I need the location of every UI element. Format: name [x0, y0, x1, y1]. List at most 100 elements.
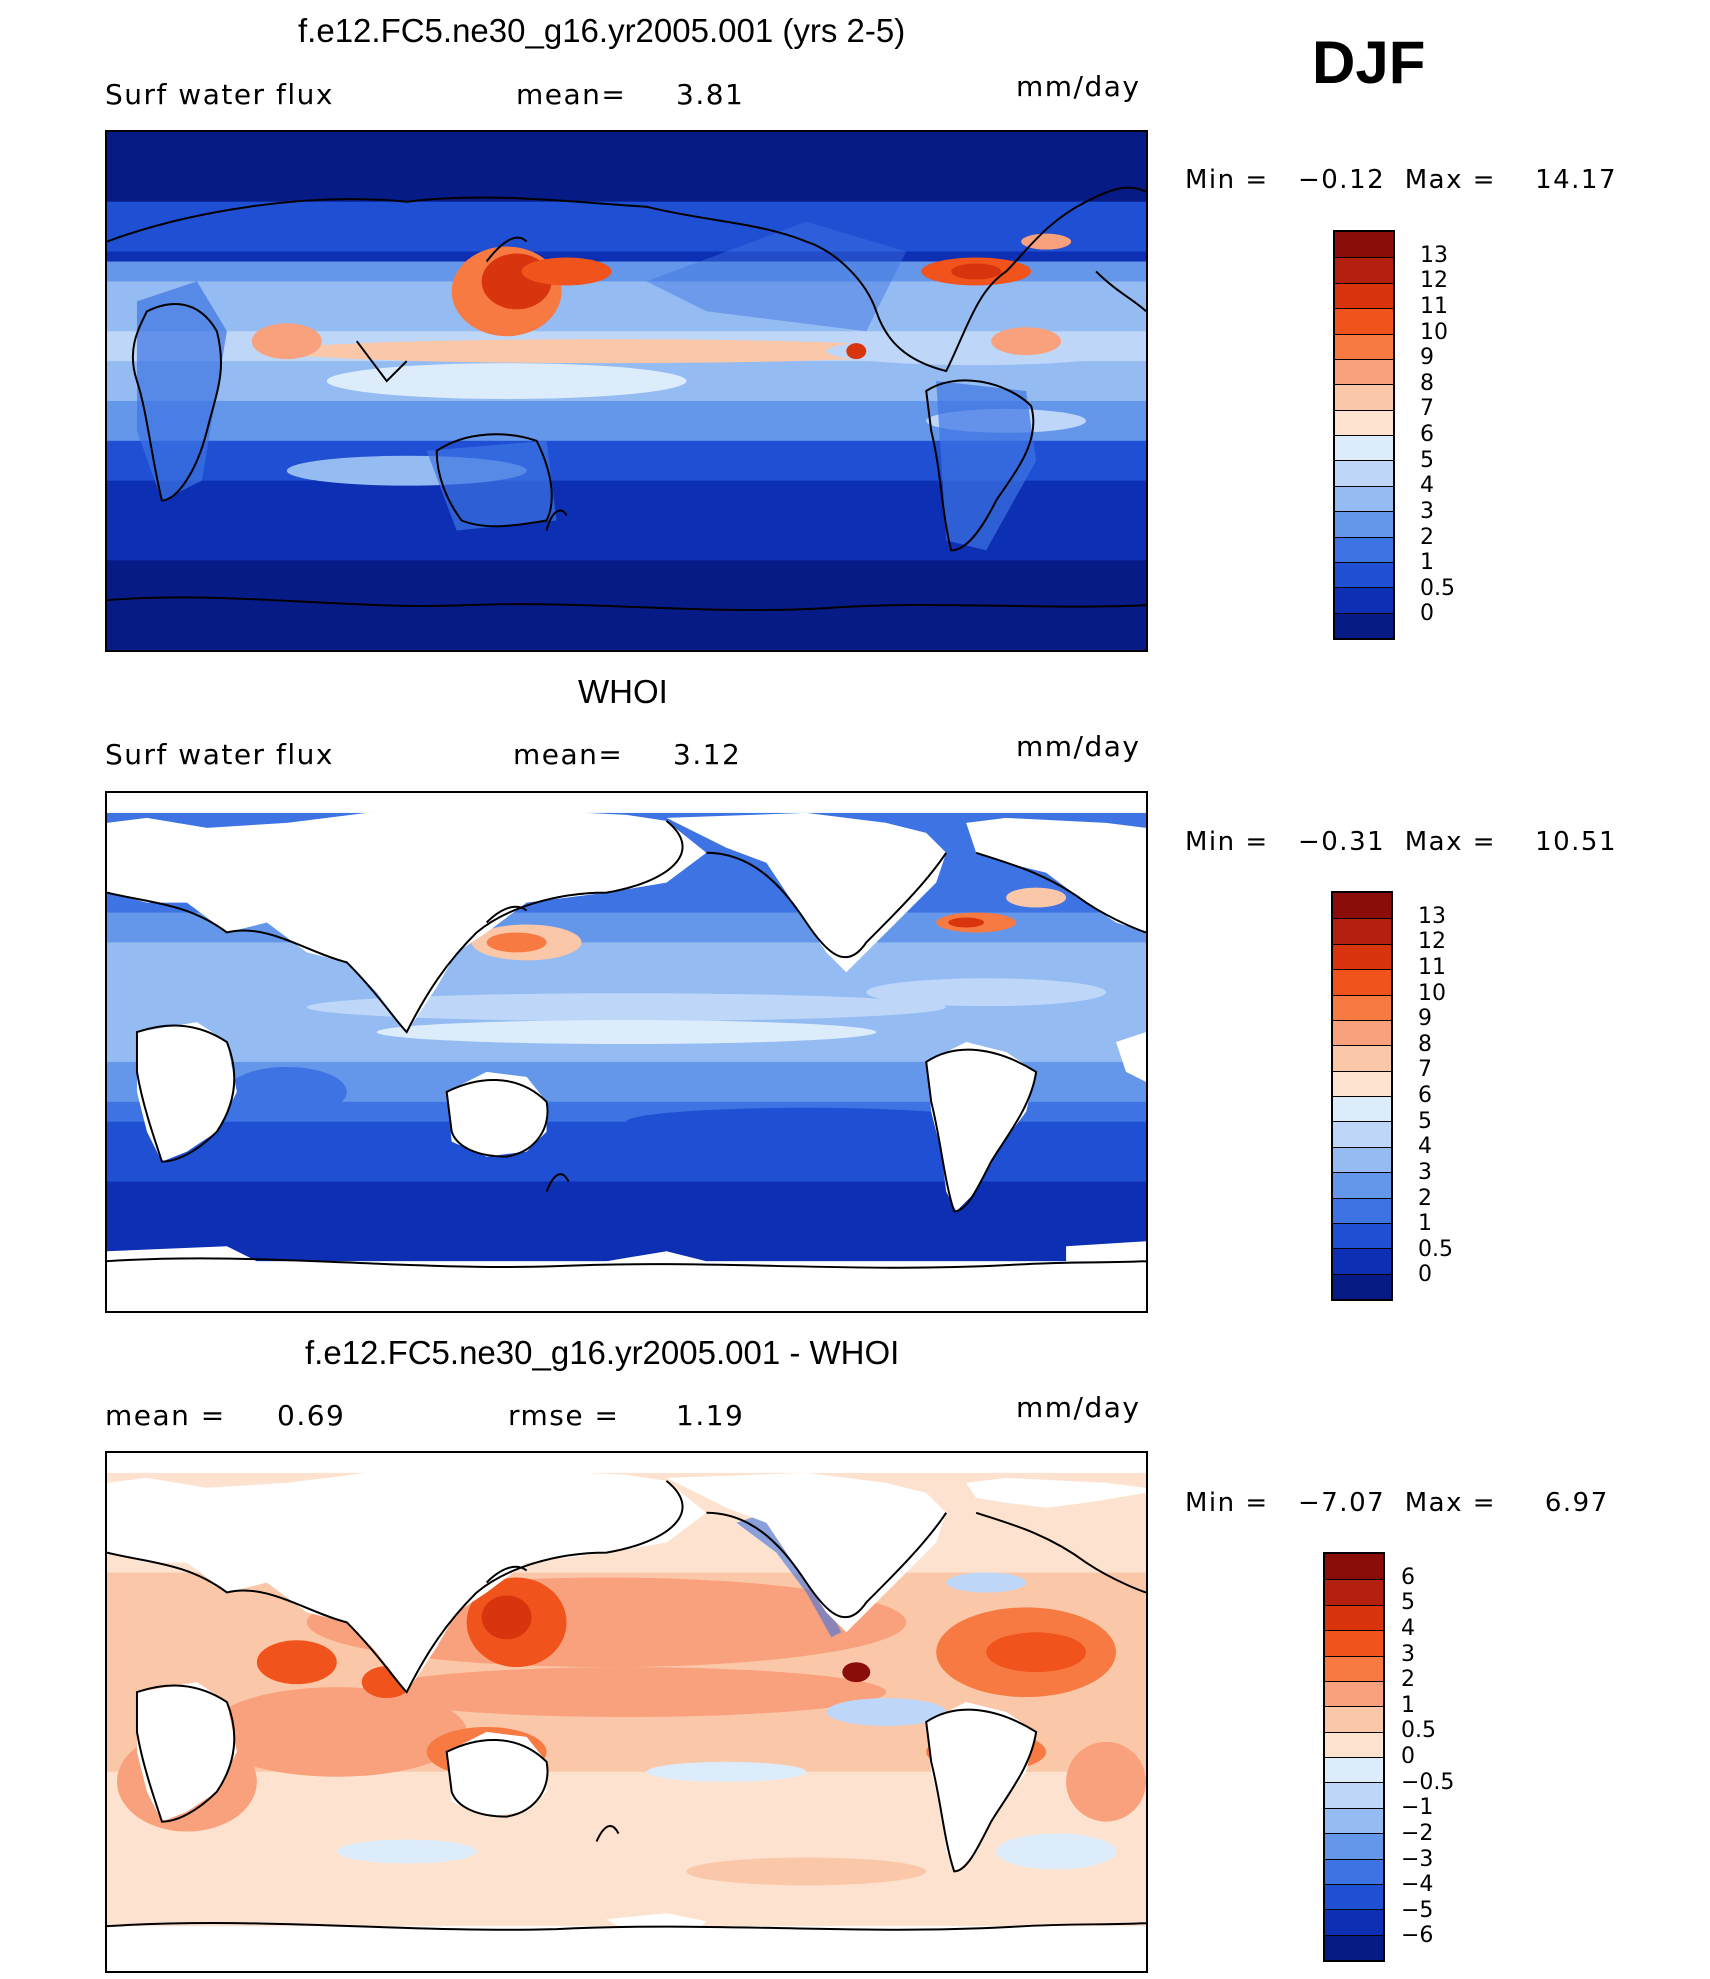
colorbar-tick-label: 7: [1420, 396, 1434, 422]
colorbar-segment: [1333, 943, 1391, 970]
panel-3-mean-label: mean =: [105, 1399, 226, 1432]
colorbar-segment: [1325, 1731, 1383, 1757]
colorbar-segment: [1333, 1045, 1391, 1071]
panel-3-min-label: Min =: [1185, 1488, 1269, 1518]
panel-3-rmse-label: rmse =: [508, 1399, 620, 1432]
colorbar-segment: [1335, 612, 1393, 638]
colorbar-segment: [1333, 1248, 1391, 1274]
panel-2-min-value: −0.31: [1297, 827, 1386, 857]
colorbar-segment: [1325, 1630, 1383, 1656]
panel-2-max-label: Max =: [1404, 827, 1497, 857]
colorbar-segment: [1335, 232, 1393, 258]
colorbar-tick-label: 12: [1420, 268, 1448, 294]
colorbar-tick-label: 5: [1420, 447, 1434, 473]
colorbar-tick-label: 5: [1401, 1590, 1415, 1616]
panel-1-min-max: Min = −0.12 Max = 14.17: [1185, 165, 1617, 195]
colorbar-segment: [1335, 561, 1393, 588]
colorbar-segment: [1335, 511, 1393, 537]
panel-2-units: mm/day: [1016, 730, 1141, 763]
colorbar-segment: [1325, 1858, 1383, 1884]
panel-2-colorbar: [1331, 891, 1393, 1301]
colorbar-tick-label: 0: [1418, 1262, 1432, 1288]
difference-map: [107, 1453, 1146, 1971]
colorbar-segment: [1333, 969, 1391, 995]
colorbar-tick-label: −6: [1401, 1923, 1434, 1949]
colorbar-tick-label: −1: [1401, 1795, 1434, 1821]
colorbar-segment: [1325, 1680, 1383, 1707]
colorbar-segment: [1335, 282, 1393, 309]
colorbar-segment: [1325, 1554, 1383, 1580]
panel-2-min-max: Min = −0.31 Max = 10.51: [1185, 827, 1617, 857]
colorbar-tick-label: 6: [1418, 1083, 1432, 1108]
colorbar-tick-label: 9: [1418, 1006, 1432, 1032]
panel-3-min-max: Min = −7.07 Max = 6.97: [1185, 1488, 1609, 1518]
panel-2-title: WHOI: [578, 673, 668, 710]
colorbar-segment: [1325, 1934, 1383, 1960]
colorbar-tick-label: 8: [1420, 370, 1434, 396]
colorbar-tick-label: 13: [1418, 903, 1446, 929]
panel-1-units: mm/day: [1016, 70, 1141, 103]
colorbar-segment: [1325, 1883, 1383, 1910]
colorbar-segment: [1335, 587, 1393, 613]
colorbar-tick-label: 0: [1420, 601, 1434, 627]
colorbar-tick-label: 4: [1401, 1615, 1415, 1641]
colorbar-tick-label: 10: [1418, 980, 1446, 1006]
colorbar-segment: [1325, 1807, 1383, 1834]
colorbar-tick-label: −0.5: [1401, 1769, 1455, 1795]
colorbar-tick-label: 4: [1418, 1134, 1432, 1160]
colorbar-tick-label: 13: [1420, 242, 1448, 268]
panel-3-max-value: 6.97: [1544, 1488, 1609, 1518]
colorbar-segment: [1335, 308, 1393, 334]
colorbar-segment: [1325, 1579, 1383, 1605]
panel-2-mean-label: mean=: [513, 738, 624, 771]
panel-1-title: f.e12.FC5.ne30_g16.yr2005.001 (yrs 2-5): [298, 12, 906, 49]
colorbar-segment: [1333, 893, 1391, 919]
colorbar-segment: [1333, 994, 1391, 1020]
colorbar-tick-label: 0.5: [1418, 1236, 1453, 1262]
panel-3-map: [105, 1451, 1148, 1973]
colorbar-segment: [1333, 1121, 1391, 1147]
colorbar-segment: [1333, 1273, 1391, 1299]
colorbar-tick-label: 3: [1420, 498, 1434, 524]
panel-3-title: f.e12.FC5.ne30_g16.yr2005.001 - WHOI: [305, 1334, 900, 1371]
colorbar-segment: [1325, 1604, 1383, 1631]
colorbar-segment: [1335, 358, 1393, 385]
colorbar-tick-label: 9: [1420, 345, 1434, 371]
season-label: DJF: [1312, 29, 1426, 96]
colorbar-tick-label: 2: [1420, 524, 1434, 550]
colorbar-tick-label: −2: [1401, 1820, 1434, 1846]
colorbar-segment: [1333, 1222, 1391, 1249]
colorbar-segment: [1335, 384, 1393, 410]
colorbar-segment: [1333, 1096, 1391, 1122]
colorbar-segment: [1335, 460, 1393, 486]
colorbar-tick-label: 6: [1420, 422, 1434, 447]
colorbar-tick-label: 2: [1418, 1185, 1432, 1211]
panel-1-map: [105, 130, 1148, 652]
colorbar-tick-label: 8: [1418, 1031, 1432, 1057]
colorbar-tick-label: 0.5: [1420, 575, 1455, 601]
colorbar-segment: [1335, 257, 1393, 283]
colorbar-segment: [1325, 1833, 1383, 1859]
observed-precip-map: [107, 793, 1146, 1311]
colorbar-segment: [1333, 1019, 1391, 1046]
colorbar-segment: [1333, 1146, 1391, 1173]
colorbar-tick-label: 12: [1418, 929, 1446, 955]
colorbar-tick-label: 10: [1420, 319, 1448, 345]
colorbar-tick-label: 11: [1418, 954, 1446, 980]
colorbar-segment: [1335, 536, 1393, 562]
colorbar-tick-label: 0.5: [1401, 1718, 1436, 1744]
colorbar-tick-label: −5: [1401, 1897, 1434, 1923]
colorbar-segment: [1335, 333, 1393, 359]
model-precip-map: [107, 132, 1146, 650]
panel-2-variable-label: Surf water flux: [105, 738, 334, 771]
panel-2-mean-value: 3.12: [673, 738, 742, 771]
colorbar-tick-label: −4: [1401, 1872, 1434, 1898]
colorbar-segment: [1333, 1172, 1391, 1198]
colorbar-tick-label: 3: [1418, 1159, 1432, 1185]
colorbar-tick-label: 7: [1418, 1057, 1432, 1083]
panel-1-min-label: Min =: [1185, 165, 1269, 195]
panel-3-mean-value: 0.69: [277, 1399, 346, 1432]
colorbar-segment: [1335, 409, 1393, 435]
panel-2-max-value: 10.51: [1535, 827, 1618, 857]
colorbar-segment: [1325, 1757, 1383, 1783]
